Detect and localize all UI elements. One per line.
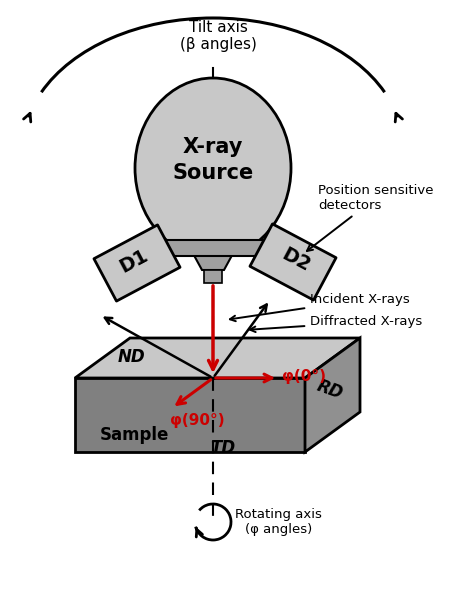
Text: D2: D2 xyxy=(279,244,314,275)
Text: D1: D1 xyxy=(117,246,152,277)
Polygon shape xyxy=(75,338,360,378)
Text: φ(90°): φ(90°) xyxy=(170,413,225,428)
Text: Rotating axis
(φ angles): Rotating axis (φ angles) xyxy=(235,508,322,536)
Text: Sample: Sample xyxy=(100,426,169,444)
Polygon shape xyxy=(250,224,336,300)
Polygon shape xyxy=(94,225,180,301)
Polygon shape xyxy=(204,270,222,283)
Text: RD: RD xyxy=(315,377,346,403)
Polygon shape xyxy=(190,248,236,270)
Text: φ(0°): φ(0°) xyxy=(282,370,326,384)
Text: TD: TD xyxy=(211,439,235,457)
Text: X-ray
Source: X-ray Source xyxy=(172,137,254,183)
Bar xyxy=(148,240,280,256)
Text: Diffracted X-rays: Diffracted X-rays xyxy=(250,315,422,332)
Text: ND: ND xyxy=(118,348,146,366)
Text: Position sensitive
detectors: Position sensitive detectors xyxy=(307,184,433,251)
Polygon shape xyxy=(75,378,305,452)
Polygon shape xyxy=(305,338,360,452)
Text: Incident X-rays: Incident X-rays xyxy=(230,293,410,321)
Ellipse shape xyxy=(135,78,291,258)
Text: Tilt axis
(β angles): Tilt axis (β angles) xyxy=(180,20,256,52)
